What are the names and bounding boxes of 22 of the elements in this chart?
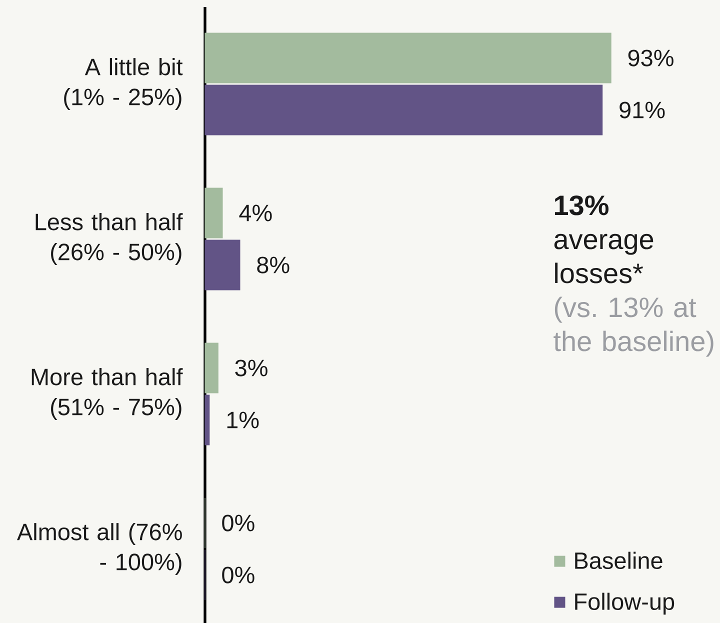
bar: [204, 84, 603, 136]
bar: [204, 188, 223, 238]
y-tick-label: A little bit (1% - 25%): [64, 58, 183, 110]
annotation: 13% average losses*: [554, 195, 654, 284]
data-label: 8%: [257, 256, 290, 274]
data-label: 3%: [235, 360, 268, 376]
annotation: (vs. 13% at the baseline): [554, 296, 714, 357]
data-label: 1%: [227, 412, 259, 428]
legend-label: Follow-up: [575, 592, 674, 615]
data-label: 0%: [222, 566, 254, 584]
data-label: 93%: [628, 50, 674, 66]
data-label: 4%: [239, 204, 272, 222]
bar: [204, 342, 218, 394]
data-label: 91%: [620, 102, 665, 118]
bar: [204, 240, 240, 290]
y-tick-label: Less than half (26% - 50%): [36, 213, 183, 265]
data-label: 0%: [222, 514, 254, 532]
y-tick-label: More than half (51% - 75%): [32, 368, 183, 420]
legend-label: Baseline: [575, 552, 662, 570]
bar: [204, 394, 210, 446]
bar: [204, 32, 612, 84]
y-tick-label: Almost all (76% - 100%): [16, 523, 182, 575]
